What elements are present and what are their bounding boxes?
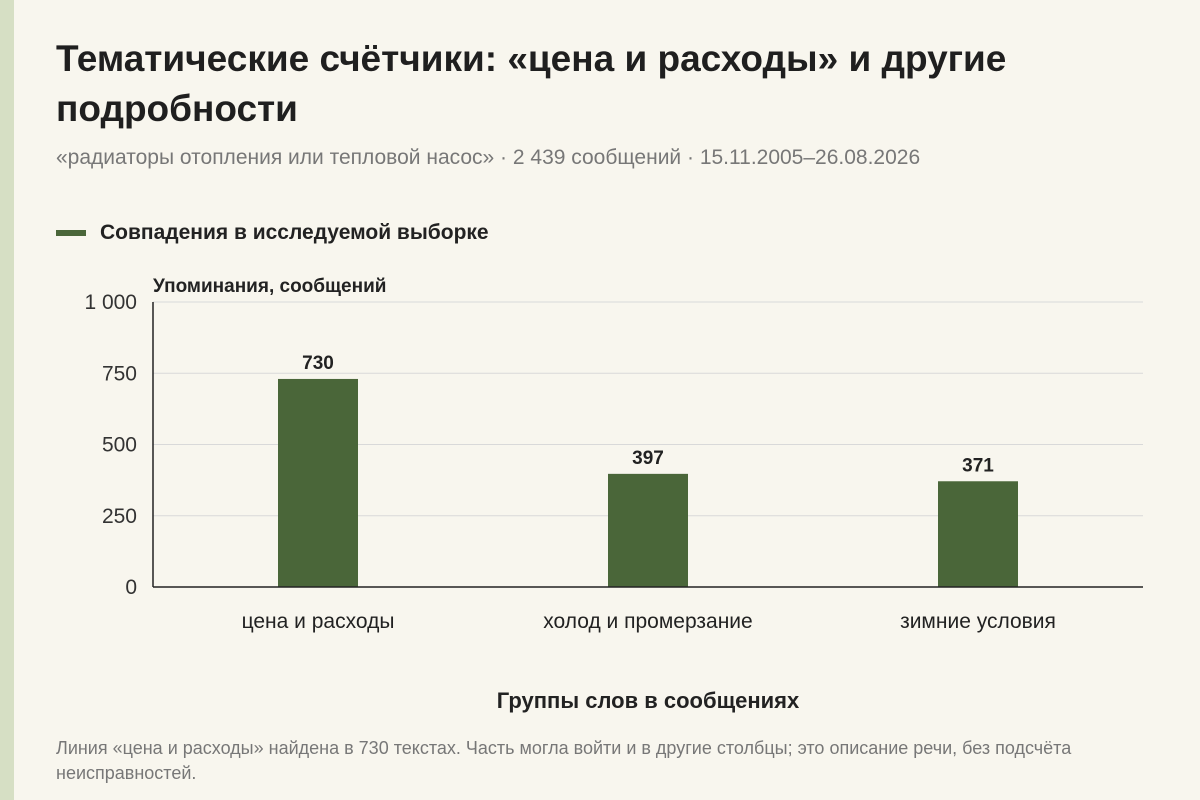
page-subtitle: «радиаторы отопления или тепловой насос»… <box>56 146 921 169</box>
chart-legend: Совпадения в исследуемой выборке <box>56 218 489 248</box>
accent-stripe <box>0 0 14 800</box>
page-title: Тематические счётчики: «цена и расходы» … <box>56 38 1007 129</box>
footnote: Линия «цена и расходы» найдена в 730 тек… <box>56 738 1072 783</box>
legend-label: Совпадения в исследуемой выборке <box>100 221 489 244</box>
x-category-label: холод и промерзание <box>543 610 752 633</box>
bar-value-labels: 730 397 371 <box>302 353 994 476</box>
x-category-label: зимние условия <box>900 610 1056 633</box>
legend-swatch <box>56 230 86 236</box>
bar <box>608 473 688 587</box>
x-category-label: цена и расходы <box>242 610 395 633</box>
x-axis-title: Группы слов в сообщениях <box>497 688 800 713</box>
bar-value-label: 730 <box>302 353 334 374</box>
y-tick-label: 250 <box>102 505 137 528</box>
y-tick-label: 0 <box>125 576 137 599</box>
bar <box>938 481 1018 587</box>
bar <box>278 378 358 587</box>
bars <box>278 378 1018 587</box>
y-axis-title: Упоминания, сообщений <box>153 276 386 297</box>
y-tick-label: 500 <box>102 434 137 457</box>
bar-chart: 0 250 500 750 1 000 730 397 371 цена и расходы… <box>84 276 1143 713</box>
bar-value-label: 371 <box>962 455 994 476</box>
y-tick-label: 1 000 <box>84 291 137 314</box>
y-tick-label: 750 <box>102 362 137 385</box>
x-axis-category-labels: цена и расходы холод и промерзание зимние … <box>242 610 1056 633</box>
y-axis-ticks: 0 250 500 750 1 000 <box>84 291 137 599</box>
bar-value-label: 397 <box>632 448 664 469</box>
